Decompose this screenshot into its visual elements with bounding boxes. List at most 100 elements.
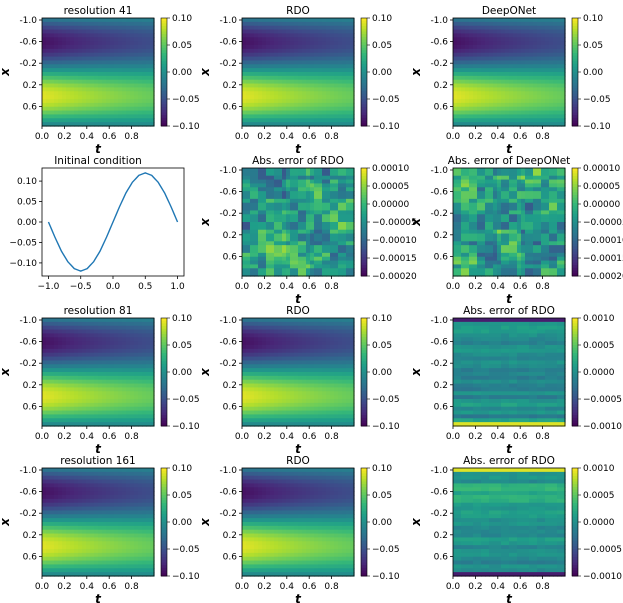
heatmap-cell: [126, 399, 131, 404]
heatmap-cell: [318, 87, 323, 92]
heatmap-cell: [146, 72, 151, 77]
colorbar-segment: [361, 173, 367, 177]
heatmap-cell: [513, 195, 518, 200]
heatmap-cell: [509, 252, 514, 258]
heatmap-cell: [294, 72, 299, 77]
heatmap-cell: [541, 110, 546, 116]
heatmap-cell: [286, 25, 291, 31]
colorbar-tick-label: −0.05: [372, 95, 400, 105]
heatmap-cell: [74, 21, 79, 27]
heatmap-cell: [118, 422, 123, 427]
heatmap-cell: [298, 272, 303, 277]
heatmap-cell: [242, 110, 247, 116]
heatmap-cell: [246, 114, 251, 119]
heatmap-cell: [254, 202, 259, 208]
heatmap-cell: [505, 33, 510, 38]
heatmap-cell: [453, 233, 458, 239]
heatmap-cell: [142, 114, 147, 119]
heatmap-cell: [489, 60, 494, 65]
heatmap-cell: [557, 264, 562, 269]
heatmap-cell: [465, 45, 470, 50]
heatmap-cell: [322, 68, 327, 73]
heatmap-cell: [74, 418, 79, 423]
heatmap-cell: [537, 60, 542, 65]
heatmap-cell: [110, 318, 115, 323]
colorbar-segment: [361, 208, 367, 212]
heatmap-cell: [537, 122, 542, 127]
heatmap-cell: [50, 75, 55, 81]
heatmap-cell: [537, 241, 542, 246]
heatmap-cell: [334, 229, 339, 235]
heatmap-cell: [537, 256, 542, 262]
heatmap-cell: [497, 168, 502, 173]
heatmap-cell: [130, 87, 135, 92]
heatmap-cell: [306, 256, 311, 262]
heatmap-cell: [517, 75, 522, 81]
heatmap-cell: [481, 41, 486, 46]
colorbar-segment: [161, 72, 167, 76]
heatmap-cell: [290, 87, 295, 92]
heatmap-cell: [561, 168, 566, 173]
heatmap-cell: [134, 18, 139, 23]
heatmap-cell: [110, 79, 115, 85]
heatmap-cell: [473, 195, 478, 200]
heatmap-cell: [302, 245, 307, 250]
heatmap-cell: [533, 218, 538, 223]
heatmap-cell: [533, 102, 538, 108]
heatmap-cell: [505, 260, 510, 266]
heatmap-cell: [541, 195, 546, 200]
heatmap-cell: [254, 218, 259, 223]
heatmap-cell: [74, 72, 79, 77]
heatmap-cell: [142, 95, 147, 100]
heatmap-cell: [302, 264, 307, 269]
heatmap-cell: [465, 25, 470, 31]
heatmap-cell: [122, 345, 127, 350]
colorbar-tick-label: 0.10: [372, 14, 392, 24]
heatmap-cell: [461, 122, 466, 127]
heatmap-cell: [42, 399, 47, 404]
heatmap-cell: [481, 106, 486, 112]
heatmap-cell: [274, 229, 279, 235]
heatmap-cell: [90, 95, 95, 100]
heatmap-cell: [521, 64, 526, 69]
colorbar-segment: [361, 265, 367, 269]
heatmap-cell: [477, 195, 482, 200]
heatmap-cell: [509, 68, 514, 73]
heatmap-cell: [278, 114, 283, 119]
heatmap-cell: [62, 29, 67, 35]
heatmap-cell: [306, 37, 311, 42]
heatmap-cell: [278, 18, 283, 23]
heatmap-cell: [250, 64, 255, 69]
heatmap-cell: [102, 422, 107, 427]
heatmap-cell: [553, 106, 558, 112]
heatmap-cell: [130, 345, 135, 350]
heatmap-cell: [286, 122, 291, 127]
colorbar-segment: [572, 53, 578, 57]
heatmap-cell: [334, 264, 339, 269]
heatmap-cell: [557, 206, 562, 212]
heatmap-cell: [258, 241, 263, 246]
heatmap-cell: [46, 95, 51, 100]
heatmap-cell: [545, 60, 550, 65]
heatmap-cell: [326, 87, 331, 92]
heatmap-cell: [501, 195, 506, 200]
heatmap-cell: [477, 68, 482, 73]
heatmap-cell: [242, 187, 247, 192]
heatmap-cell: [465, 252, 470, 258]
heatmap-cell: [310, 37, 315, 42]
colorbar-segment: [361, 120, 367, 124]
heatmap-cell: [266, 187, 271, 192]
heatmap-cell: [473, 252, 478, 258]
heatmap-cell: [302, 222, 307, 227]
heatmap-cell: [501, 256, 506, 262]
heatmap-cell: [278, 256, 283, 262]
heatmap-cell: [310, 21, 315, 27]
heatmap-cell: [553, 110, 558, 116]
heatmap-cell: [330, 187, 335, 192]
heatmap-cell: [242, 175, 247, 181]
heatmap-cell: [338, 191, 343, 196]
heatmap-cell: [258, 210, 263, 215]
x-tick-label: −1.0: [38, 282, 60, 292]
heatmap-cell: [457, 37, 462, 42]
heatmap-cell: [130, 321, 135, 327]
